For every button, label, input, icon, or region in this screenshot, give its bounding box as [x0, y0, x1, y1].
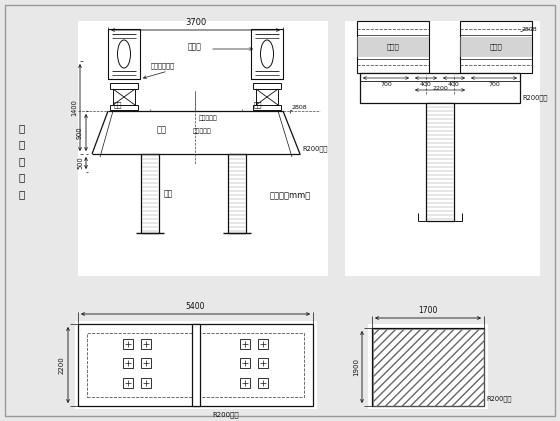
- Text: 线路中心线: 线路中心线: [193, 128, 211, 134]
- Bar: [258, 358, 268, 368]
- Text: 轨道架: 轨道架: [386, 44, 399, 50]
- Bar: [357, 37, 429, 57]
- Bar: [240, 358, 250, 368]
- Bar: [368, 324, 488, 409]
- Bar: [108, 29, 140, 79]
- Bar: [113, 89, 135, 105]
- Bar: [240, 338, 250, 349]
- Text: 左线: 左线: [114, 101, 122, 108]
- Bar: [78, 21, 328, 276]
- Text: 900: 900: [77, 126, 83, 139]
- Text: 700: 700: [380, 82, 392, 87]
- Text: 2808: 2808: [292, 105, 307, 110]
- Bar: [87, 333, 304, 397]
- Bar: [460, 21, 532, 73]
- Text: 墩柱: 墩柱: [164, 189, 173, 198]
- Bar: [372, 328, 483, 405]
- Text: 盖梁: 盖梁: [157, 125, 167, 134]
- Text: 2200: 2200: [432, 86, 448, 91]
- Bar: [75, 321, 317, 409]
- Text: 轨道架: 轨道架: [489, 44, 502, 50]
- Text: 1900: 1900: [353, 358, 359, 376]
- Text: R200圆角: R200圆角: [522, 95, 547, 101]
- Text: 铸钢拉力支座: 铸钢拉力支座: [151, 63, 175, 69]
- Text: 2200: 2200: [59, 356, 65, 374]
- Bar: [141, 338, 151, 349]
- Bar: [110, 83, 138, 89]
- Text: R200圆角: R200圆角: [302, 145, 328, 152]
- Text: 支座中心线: 支座中心线: [199, 115, 217, 121]
- Bar: [460, 37, 532, 57]
- Bar: [123, 358, 133, 368]
- Bar: [141, 378, 151, 388]
- Bar: [345, 21, 540, 276]
- Text: 桥
东
布
置
图: 桥 东 布 置 图: [19, 123, 25, 199]
- Text: 轨道架: 轨道架: [188, 43, 202, 51]
- Text: 400: 400: [448, 82, 460, 87]
- Bar: [258, 378, 268, 388]
- Text: 1700: 1700: [418, 306, 438, 315]
- Bar: [360, 73, 520, 103]
- Bar: [372, 328, 484, 406]
- Bar: [141, 154, 159, 233]
- Text: 700: 700: [488, 82, 500, 87]
- Bar: [426, 103, 454, 221]
- Bar: [123, 338, 133, 349]
- Text: 2808: 2808: [522, 27, 538, 32]
- Bar: [258, 338, 268, 349]
- Bar: [192, 324, 199, 406]
- Text: 右线: 右线: [254, 101, 262, 108]
- Bar: [357, 21, 429, 73]
- Text: 1400: 1400: [71, 99, 77, 116]
- Text: 500: 500: [77, 157, 83, 169]
- Bar: [78, 324, 313, 406]
- Bar: [240, 378, 250, 388]
- Bar: [251, 29, 283, 79]
- Text: （单位：mm）: （单位：mm）: [269, 192, 311, 200]
- Bar: [253, 83, 281, 89]
- Text: 5400: 5400: [186, 302, 206, 311]
- Bar: [256, 89, 278, 105]
- Bar: [110, 105, 138, 110]
- Text: R200圆角: R200圆角: [212, 411, 239, 418]
- Text: 3700: 3700: [185, 18, 206, 27]
- Bar: [228, 154, 246, 233]
- Bar: [123, 378, 133, 388]
- Bar: [253, 105, 281, 110]
- Text: R200圆角: R200圆角: [486, 395, 511, 402]
- Text: 400: 400: [420, 82, 432, 87]
- Bar: [141, 358, 151, 368]
